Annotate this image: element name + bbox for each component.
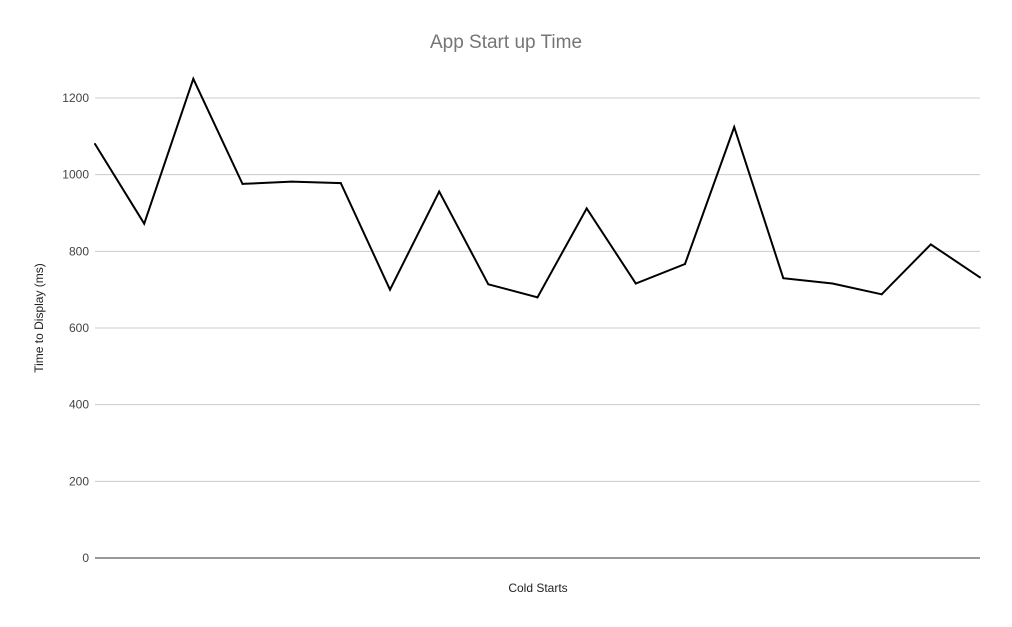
chart-title: App Start up Time [430, 32, 582, 53]
data-point [782, 277, 785, 280]
data-point [241, 182, 244, 185]
data-point [880, 293, 883, 296]
y-axis-label: Time to Display (ms) [32, 263, 46, 373]
data-point [94, 143, 96, 145]
data-point [733, 126, 736, 129]
y-tick-label: 200 [69, 474, 89, 488]
gridlines [95, 97, 980, 559]
data-point [585, 207, 588, 210]
data-point [684, 262, 686, 265]
y-tick-label: 400 [69, 398, 89, 412]
y-tick-label: 800 [69, 244, 89, 258]
y-tick-label: 0 [82, 551, 89, 565]
data-point [389, 288, 391, 291]
data-point [290, 180, 293, 183]
data-point [192, 77, 195, 80]
y-axis-ticks: 0 200 400 600 800 1000 1200 [62, 91, 89, 565]
x-axis-label: Cold Starts [508, 581, 567, 595]
data-point [929, 243, 932, 246]
series-line [94, 76, 981, 299]
data-point [536, 296, 539, 299]
data-point [831, 282, 834, 285]
y-tick-label: 1200 [62, 91, 89, 105]
y-tick-label: 600 [69, 321, 89, 335]
data-point [438, 190, 441, 193]
data-point [339, 182, 342, 185]
series-group [94, 76, 981, 299]
data-point [979, 276, 981, 279]
y-tick-label: 1000 [62, 168, 89, 182]
data-point [143, 222, 146, 225]
data-point [487, 283, 490, 286]
data-point [634, 282, 637, 285]
